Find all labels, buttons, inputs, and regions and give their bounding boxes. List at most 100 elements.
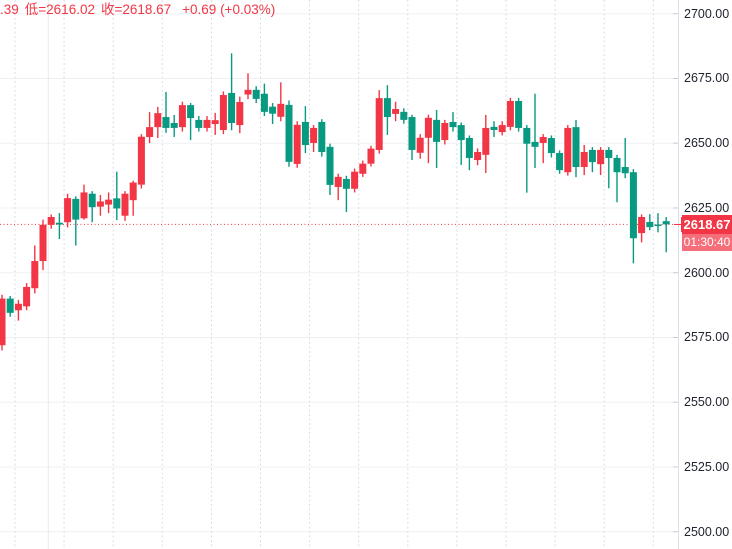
candle: [105, 192, 113, 214]
price-axis-label: 2500.00: [684, 524, 730, 539]
candle: [515, 97, 523, 132]
candle: [400, 108, 408, 124]
bar-countdown: 01:30:40: [682, 233, 732, 251]
candle: [244, 73, 252, 100]
candle: [129, 180, 137, 216]
candle: [539, 134, 547, 164]
candle: [72, 196, 80, 246]
candle: [47, 214, 55, 229]
candle: [572, 119, 580, 178]
candle: [531, 93, 539, 169]
candle: [146, 112, 154, 144]
candle: [367, 145, 375, 167]
candle: [252, 86, 260, 104]
candle: [580, 145, 588, 176]
chart-canvas[interactable]: .39 低=2616.02 收=2618.67 +0.69 (+0.03%): [0, 0, 678, 549]
price-axis-label: 2700.00: [684, 6, 730, 21]
candle: [392, 101, 400, 122]
candle: [457, 122, 465, 165]
candle: [219, 91, 227, 135]
candlestick-chart: [0, 0, 678, 549]
candle: [0, 294, 6, 351]
last-price-cross-icon: [674, 216, 689, 232]
ohlc-legend: .39 低=2616.02 收=2618.67 +0.69 (+0.03%): [0, 1, 275, 18]
candle: [64, 193, 72, 228]
candle: [597, 147, 605, 176]
candle: [310, 125, 318, 153]
candle: [613, 154, 621, 203]
candle: [162, 91, 170, 133]
price-axis-label: 2575.00: [684, 330, 730, 345]
candle: [375, 90, 383, 154]
price-axis-label: 2675.00: [684, 71, 730, 86]
candle: [342, 175, 350, 213]
candle: [228, 53, 236, 131]
candle: [195, 116, 203, 132]
price-axis-label: 2600.00: [684, 265, 730, 280]
ohlc-change: +0.69 (+0.03%): [182, 2, 276, 17]
candle: [187, 103, 195, 141]
ohlc-high-clipped: .39: [0, 2, 19, 17]
candle: [170, 114, 178, 137]
candle: [236, 96, 244, 134]
candle: [96, 195, 104, 216]
candle: [490, 121, 498, 137]
ohlc-low: 低=2616.02: [24, 2, 95, 17]
candle: [506, 97, 514, 131]
candle: [293, 121, 301, 168]
price-axis-label: 2550.00: [684, 395, 730, 410]
candle: [449, 112, 457, 132]
candle: [383, 85, 391, 135]
candle: [498, 121, 506, 136]
last-price-tag: 2618.67 01:30:40: [682, 214, 732, 251]
candle: [408, 114, 416, 161]
candle: [14, 299, 22, 321]
candle: [629, 169, 637, 264]
candle: [588, 147, 596, 173]
candle: [137, 134, 145, 189]
candle: [416, 134, 424, 159]
candle: [301, 106, 309, 154]
candle: [638, 214, 646, 243]
candle: [55, 213, 63, 240]
candle: [277, 82, 285, 122]
candle: [211, 112, 219, 135]
candle: [178, 101, 186, 132]
candle: [203, 116, 211, 132]
candle: [285, 100, 293, 167]
price-axis-label: 2625.00: [684, 200, 730, 215]
candle: [318, 119, 326, 157]
candle: [260, 83, 268, 117]
candle: [523, 125, 531, 193]
candle: [23, 283, 31, 311]
candle: [605, 147, 613, 189]
candle: [269, 103, 277, 125]
candle: [662, 217, 670, 253]
candle: [121, 191, 129, 221]
price-axis-label: 2650.00: [684, 136, 730, 151]
candle: [433, 110, 441, 169]
price-axis-label: 2525.00: [684, 459, 730, 474]
candle: [359, 160, 367, 177]
candle: [113, 171, 121, 221]
ohlc-close: 收=2618.67: [100, 2, 172, 17]
candle: [547, 135, 555, 158]
candle: [474, 148, 482, 166]
price-axis[interactable]: 2700.00 2675.00 2650.00 2625.00 2600.00 2575.…: [678, 0, 732, 549]
candle: [556, 150, 564, 174]
candle: [88, 191, 96, 223]
candle: [654, 213, 662, 233]
candle: [564, 125, 572, 176]
candle: [424, 114, 432, 164]
candle: [482, 114, 490, 173]
candle: [326, 143, 334, 195]
candle: [6, 296, 14, 317]
candle: [80, 184, 88, 220]
candle: [351, 168, 359, 193]
candle: [31, 245, 39, 294]
candle: [646, 214, 654, 231]
candle: [334, 173, 342, 201]
candle: [465, 135, 473, 171]
candle: [441, 119, 449, 145]
